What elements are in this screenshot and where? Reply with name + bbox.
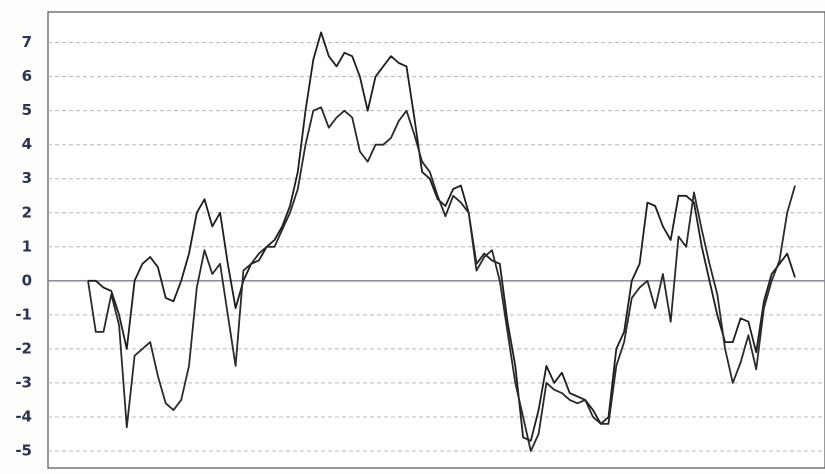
y-tick-label: 0 [22,271,32,289]
y-tick-label: 1 [22,237,32,255]
y-tick-label: 5 [22,101,32,119]
data-line [87,106,796,452]
y-tick-label: 6 [22,67,32,85]
data-line [88,31,796,442]
y-tick-label: -5 [15,441,32,459]
y-tick-label: -2 [15,339,32,357]
plot-area [47,11,825,469]
y-tick-label: 3 [22,169,32,187]
y-tick-label: -4 [15,407,32,425]
y-tick-label: 7 [22,33,32,51]
y-tick-label: 4 [22,135,32,153]
y-tick-label: -3 [15,373,32,391]
y-tick-label: -1 [15,305,32,323]
y-tick-label: 2 [22,203,32,221]
